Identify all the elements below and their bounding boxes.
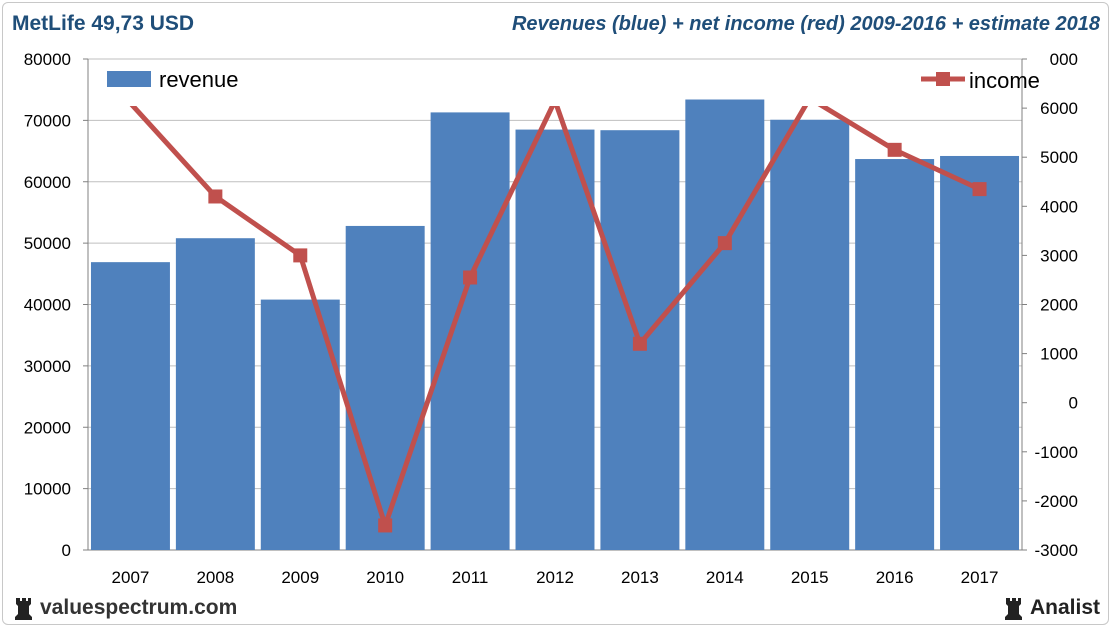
x-tick-label: 2014 xyxy=(706,568,744,587)
source-brand[interactable]: valuespectrum.com xyxy=(14,596,237,620)
right-tick-label: 2000 xyxy=(1040,296,1078,315)
x-tick-label: 2013 xyxy=(621,568,659,587)
rook-icon xyxy=(1004,598,1022,620)
rook-icon xyxy=(15,598,32,620)
analist-label: Analist xyxy=(1029,596,1100,619)
revenue-bar xyxy=(685,99,765,550)
x-tick-label: 2017 xyxy=(961,568,999,587)
source-url: valuespectrum.com xyxy=(40,596,238,619)
revenue-bar xyxy=(345,225,425,550)
x-tick-label: 2007 xyxy=(112,568,150,587)
x-tick-label: 2015 xyxy=(791,568,829,587)
right-tick-label: -1000 xyxy=(1035,443,1078,462)
stock-title: MetLife 49,73 USD xyxy=(12,12,195,35)
left-tick-label: 50000 xyxy=(24,234,71,253)
income-marker xyxy=(972,182,987,197)
right-tick-label: 6000 xyxy=(1040,99,1078,118)
income-marker xyxy=(208,189,223,204)
right-tick-label: -2000 xyxy=(1035,492,1078,511)
income-marker xyxy=(887,142,902,157)
revenue-bar xyxy=(90,262,170,550)
income-marker xyxy=(378,518,393,533)
income-line xyxy=(129,106,981,528)
left-tick-label: 30000 xyxy=(24,357,71,376)
left-tick-label: 0 xyxy=(62,541,71,560)
income-marker xyxy=(463,270,478,285)
x-tick-label: 2009 xyxy=(281,568,319,587)
revenue-bar xyxy=(175,238,255,550)
legend-income-label: income xyxy=(969,68,1040,93)
chart-title: Revenues (blue) + net income (red) 2009-… xyxy=(511,13,1100,35)
analist-brand[interactable]: Analist xyxy=(1004,596,1100,620)
left-tick-label: 70000 xyxy=(24,111,71,130)
left-tick-label: 80000 xyxy=(24,50,71,69)
right-tick-label: -3000 xyxy=(1035,541,1078,560)
left-tick-label: 60000 xyxy=(24,173,71,192)
legend-revenue-label: revenue xyxy=(159,67,239,92)
x-tick-label: 2011 xyxy=(452,568,489,587)
combo-chart: 0100002000030000400005000060000700008000… xyxy=(24,50,1078,587)
x-tick-label: 2008 xyxy=(196,568,234,587)
right-tick-label: 5000 xyxy=(1040,148,1078,167)
right-tick-label: 000 xyxy=(1050,50,1078,69)
revenue-bar xyxy=(770,119,850,550)
right-tick-label: 3000 xyxy=(1040,246,1078,265)
x-tick-label: 2012 xyxy=(536,568,574,587)
x-tick-label: 2016 xyxy=(876,568,914,587)
legend-income-marker xyxy=(936,72,950,86)
revenue-bar xyxy=(430,112,510,551)
revenue-bar xyxy=(515,129,595,551)
income-marker xyxy=(632,336,647,351)
x-tick-label: 2010 xyxy=(366,568,404,587)
right-tick-label: 0 xyxy=(1069,394,1078,413)
right-tick-label: 4000 xyxy=(1040,197,1078,216)
income-marker xyxy=(293,248,308,263)
revenue-bar xyxy=(855,159,935,550)
right-tick-label: 1000 xyxy=(1040,345,1078,364)
left-tick-label: 40000 xyxy=(24,296,71,315)
revenue-bar xyxy=(940,155,1020,550)
left-tick-label: 10000 xyxy=(24,480,71,499)
left-tick-label: 20000 xyxy=(24,418,71,437)
income-marker xyxy=(717,236,732,251)
legend-revenue-swatch xyxy=(107,71,151,87)
